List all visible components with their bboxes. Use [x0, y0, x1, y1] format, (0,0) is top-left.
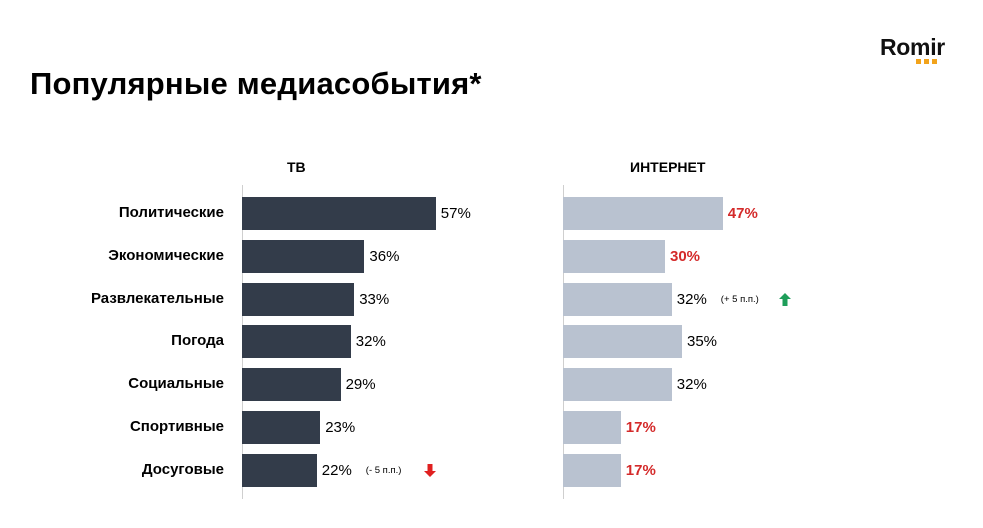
category-label: Социальные [128, 375, 224, 393]
internet-value-label: 17% [625, 419, 656, 436]
tv-change-note: (- 5 п.п.) [365, 464, 402, 476]
internet-bar [563, 411, 621, 444]
tv-value-label: 29% [345, 376, 376, 394]
internet-bar [563, 325, 682, 359]
category-label: Развлекательные [91, 289, 224, 307]
internet-bar [563, 239, 665, 273]
tv-bar [242, 282, 355, 316]
category-label: Политические [118, 204, 224, 221]
internet-bar [563, 368, 672, 402]
internet-change-note: (+ 5 п.п.) [720, 293, 759, 305]
tv-bar [242, 453, 317, 487]
tv-bar [242, 411, 321, 444]
internet-value-label: 32% [676, 290, 707, 308]
internet-value-label: 30% [670, 247, 701, 265]
tv-bar [242, 325, 351, 359]
internet-column-title: ИНТЕРНЕТ [630, 159, 706, 175]
internet-value-label: 47% [727, 205, 758, 222]
romir-logo: Romir [880, 34, 970, 74]
logo-dots [916, 59, 937, 64]
arrow-up-icon [778, 292, 791, 306]
category-label: Досуговые [141, 460, 224, 478]
category-label: Спортивные [129, 418, 224, 435]
arrow-down-icon [423, 463, 436, 477]
internet-value-label: 35% [687, 333, 718, 351]
tv-value-label: 32% [355, 333, 386, 351]
category-label: Экономические [108, 246, 224, 264]
internet-value-label: 17% [625, 461, 656, 479]
tv-value-label: 57% [440, 205, 471, 222]
tv-value-label: 36% [369, 247, 400, 265]
tv-bar [242, 197, 436, 230]
tv-column-title: ТВ [287, 159, 306, 175]
category-label: Погода [171, 332, 224, 350]
tv-bar [242, 368, 341, 402]
tv-value-label: 33% [359, 290, 390, 308]
tv-value-label: 22% [321, 461, 352, 479]
internet-value-label: 32% [676, 376, 707, 394]
internet-bar [563, 282, 672, 316]
tv-bar [242, 239, 365, 273]
tv-value-label: 23% [325, 419, 356, 436]
page-title: Популярные медиасобытия* [30, 66, 482, 101]
internet-bar [563, 197, 723, 230]
internet-bar [563, 453, 621, 487]
logo-text: Romir [880, 34, 945, 60]
